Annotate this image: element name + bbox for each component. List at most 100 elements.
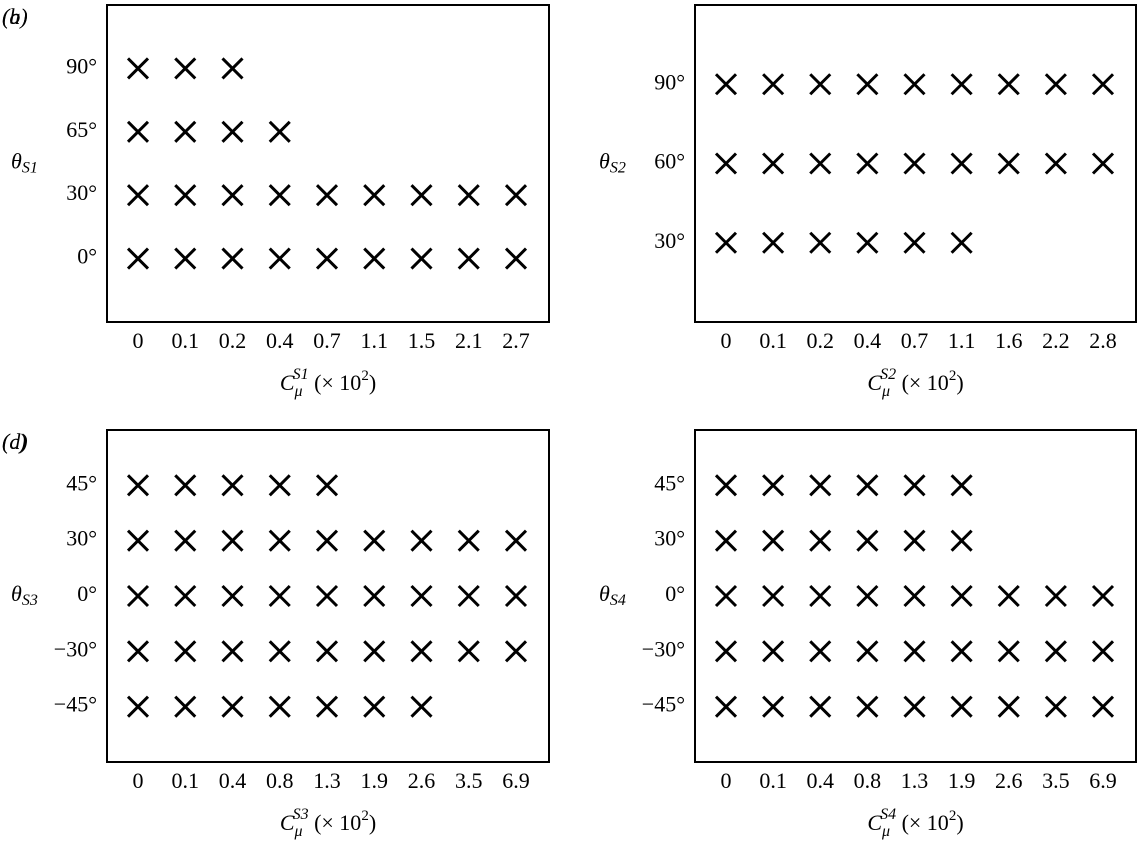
x-tick-label: 0 bbox=[133, 328, 144, 353]
panel-label: (a) bbox=[2, 4, 28, 29]
marker bbox=[268, 529, 291, 552]
y-axis-label: θS4 bbox=[599, 581, 626, 609]
marker bbox=[950, 529, 973, 552]
x-tick-label: 1.9 bbox=[361, 768, 389, 793]
marker bbox=[856, 73, 879, 96]
x-label-superscript: S4 bbox=[880, 806, 896, 823]
y-tick-label: 60° bbox=[654, 149, 685, 174]
y-label-subscript: S3 bbox=[22, 592, 38, 609]
x-tick-label: 1.3 bbox=[901, 768, 929, 793]
marker bbox=[221, 184, 244, 207]
marker bbox=[315, 247, 339, 270]
y-tick-label: 30° bbox=[66, 180, 97, 205]
x-tick-label: 2.6 bbox=[995, 768, 1023, 793]
marker bbox=[174, 529, 197, 552]
x-label-symbol: C bbox=[280, 810, 295, 835]
marker bbox=[809, 584, 832, 608]
x-label-subscript: μ bbox=[294, 823, 303, 840]
y-label-symbol: θ bbox=[599, 149, 610, 174]
x-tick-label: 2.1 bbox=[455, 328, 483, 353]
marker bbox=[268, 184, 291, 207]
marker bbox=[1091, 73, 1115, 96]
marker bbox=[1091, 640, 1115, 663]
x-label-close: ) bbox=[956, 370, 963, 395]
marker bbox=[315, 529, 339, 552]
marker bbox=[410, 184, 433, 207]
y-tick-label: 45° bbox=[66, 470, 97, 495]
marker bbox=[457, 584, 480, 608]
marker bbox=[809, 529, 832, 552]
y-tick-label: 0° bbox=[77, 244, 97, 269]
y-tick-label: 45° bbox=[654, 470, 685, 495]
panel-label: (c) bbox=[2, 429, 26, 454]
marker bbox=[315, 584, 339, 608]
marker bbox=[315, 474, 339, 497]
marker bbox=[174, 474, 197, 497]
x-label-superscript: S2 bbox=[880, 366, 896, 383]
x-label-superscript: S1 bbox=[293, 366, 309, 383]
x-tick-label: 1.6 bbox=[995, 328, 1023, 353]
x-label-exponent: 2 bbox=[361, 808, 369, 824]
x-tick-label: 6.9 bbox=[502, 768, 530, 793]
marker bbox=[762, 73, 785, 96]
x-tick-label: 0.7 bbox=[313, 328, 341, 353]
marker bbox=[714, 529, 738, 552]
y-tick-label: −45° bbox=[642, 692, 685, 717]
marker bbox=[762, 474, 785, 497]
y-label-symbol: θ bbox=[11, 581, 22, 606]
x-tick-label: 0.1 bbox=[172, 768, 200, 793]
x-label-close: ) bbox=[369, 370, 376, 395]
marker bbox=[221, 474, 244, 497]
x-tick-label: 1.9 bbox=[948, 768, 976, 793]
y-label-subscript: S1 bbox=[22, 159, 38, 176]
marker bbox=[363, 695, 386, 718]
marker bbox=[504, 584, 528, 608]
marker bbox=[1091, 584, 1115, 608]
y-tick-label: 30° bbox=[654, 526, 685, 551]
marker bbox=[950, 152, 973, 175]
marker bbox=[126, 57, 150, 80]
x-label-suffix: (× 10 bbox=[309, 810, 362, 835]
x-label-symbol: C bbox=[867, 370, 882, 395]
marker bbox=[457, 247, 480, 270]
marker bbox=[1044, 695, 1067, 718]
marker bbox=[504, 184, 528, 207]
marker bbox=[174, 57, 197, 80]
x-label-symbol: C bbox=[867, 810, 882, 835]
y-label-symbol: θ bbox=[599, 581, 610, 606]
x-label-close: ) bbox=[369, 810, 376, 835]
y-axis-label: θS1 bbox=[11, 149, 38, 177]
marker bbox=[126, 640, 150, 663]
x-tick-label: 0.1 bbox=[172, 328, 200, 353]
x-label-exponent: 2 bbox=[949, 808, 957, 824]
marker bbox=[504, 640, 528, 663]
marker bbox=[856, 231, 879, 254]
marker bbox=[268, 474, 291, 497]
marker bbox=[809, 474, 832, 497]
x-tick-label: 0.7 bbox=[901, 328, 929, 353]
marker bbox=[126, 247, 150, 270]
marker bbox=[903, 73, 926, 96]
marker bbox=[126, 474, 150, 497]
marker bbox=[1091, 152, 1115, 175]
x-label-superscript: S3 bbox=[293, 806, 309, 823]
marker bbox=[457, 640, 480, 663]
x-tick-label: 0.4 bbox=[807, 768, 835, 793]
marker bbox=[268, 695, 291, 718]
x-tick-label: 3.5 bbox=[455, 768, 483, 793]
panel-label: (b) bbox=[2, 4, 28, 29]
x-tick-label: 2.2 bbox=[1042, 328, 1070, 353]
x-tick-label: 2.6 bbox=[408, 768, 436, 793]
x-axis-label: CμS4 (× 102) bbox=[867, 806, 963, 840]
y-tick-label: 65° bbox=[66, 117, 97, 142]
marker bbox=[950, 695, 973, 718]
x-tick-label: 1.1 bbox=[948, 328, 976, 353]
marker bbox=[174, 584, 197, 608]
x-label-subscript: μ bbox=[881, 823, 890, 840]
y-tick-label: 0° bbox=[665, 581, 685, 606]
marker bbox=[268, 640, 291, 663]
marker bbox=[762, 529, 785, 552]
marker bbox=[315, 695, 339, 718]
marker bbox=[126, 120, 150, 143]
y-axis-label: θS2 bbox=[599, 149, 626, 177]
